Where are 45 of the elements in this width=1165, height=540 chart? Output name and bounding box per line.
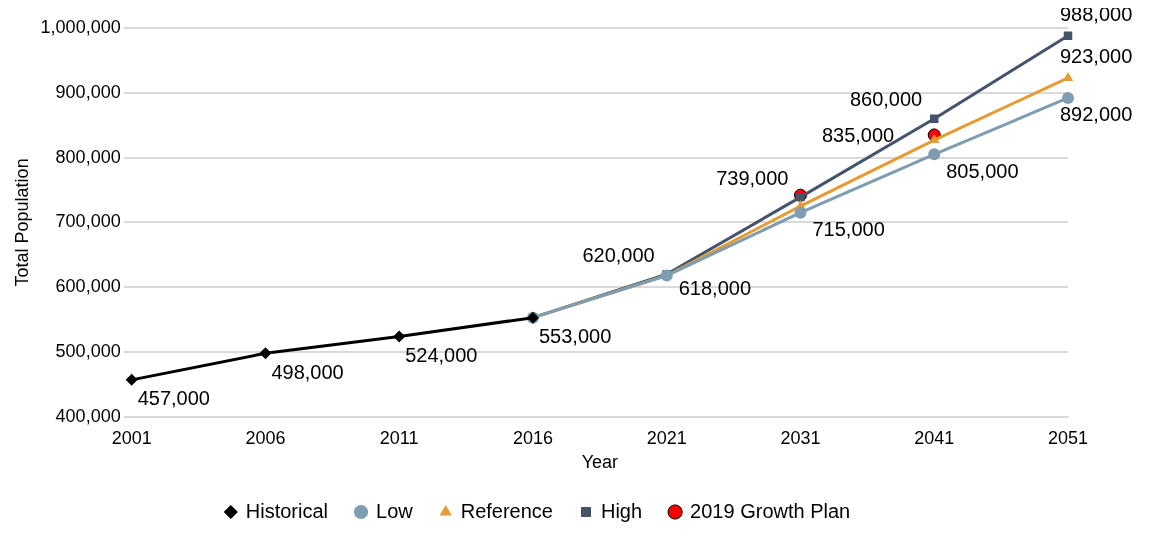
- y-tick-label: 400,000: [55, 405, 121, 426]
- point: [125, 373, 138, 386]
- point: [1062, 91, 1074, 104]
- x-tick-label: 2011: [379, 427, 419, 448]
- data-label: 553,000: [538, 325, 612, 348]
- point: [259, 347, 272, 360]
- y-tick-label: 600,000: [55, 276, 121, 297]
- point: [794, 206, 807, 219]
- x-tick-label: 2016: [512, 427, 553, 448]
- y-tick-label: 900,000: [55, 81, 121, 102]
- data-label: 457,000: [137, 387, 210, 410]
- point: [930, 114, 939, 123]
- x-tick-label: 2006: [245, 427, 286, 448]
- legend-label: High: [600, 499, 643, 522]
- legend-label: Low: [376, 499, 414, 522]
- x-axis-title: Year: [581, 452, 619, 473]
- data-label: 739,000: [716, 166, 789, 189]
- x-tick-label: 2021: [646, 427, 687, 448]
- data-label: 498,000: [271, 360, 344, 383]
- y-tick-label: 1,000,000: [40, 16, 121, 37]
- legend-label: Historical: [245, 499, 329, 522]
- legend-label: 2019 Growth Plan: [690, 499, 851, 522]
- data-label: 892,000: [1060, 103, 1133, 126]
- data-label: 620,000: [582, 243, 655, 266]
- data-label: 805,000: [946, 159, 1019, 182]
- data-label: 835,000: [821, 124, 895, 147]
- data-label: 715,000: [812, 218, 885, 241]
- legend-label: Reference: [460, 499, 553, 522]
- y-tick-label: 500,000: [55, 340, 121, 361]
- point: [796, 192, 805, 202]
- x-tick-label: 2041: [914, 427, 955, 448]
- data-label: 923,000: [1060, 45, 1133, 68]
- y-tick-label: 700,000: [55, 211, 121, 232]
- x-tick-label: 2031: [780, 427, 821, 448]
- data-label: 860,000: [849, 88, 923, 111]
- point: [929, 134, 940, 144]
- data-label: 988,000: [1060, 3, 1133, 26]
- y-tick-label: 800,000: [55, 146, 121, 167]
- point: [393, 330, 406, 343]
- point: [928, 148, 941, 161]
- y-axis-title: Total Population: [11, 158, 32, 287]
- data-label: 524,000: [405, 343, 478, 366]
- data-label: 618,000: [678, 277, 752, 300]
- x-tick-label: 2051: [1047, 427, 1089, 448]
- x-tick-label: 2001: [111, 427, 152, 448]
